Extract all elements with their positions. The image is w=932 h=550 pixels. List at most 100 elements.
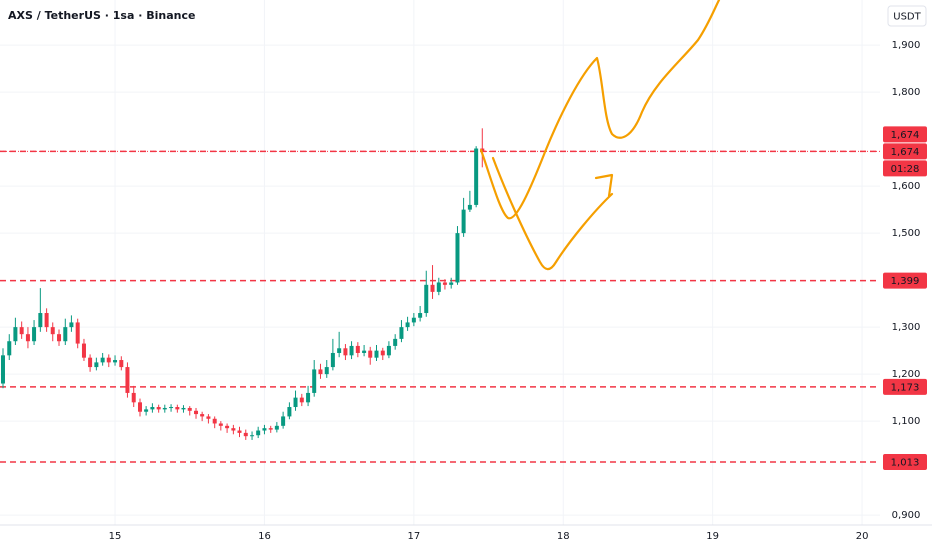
candle-body (330, 352, 335, 368)
candle-body (430, 284, 435, 292)
candle-body (393, 338, 398, 346)
candle-body (156, 407, 161, 410)
candle-body (262, 428, 267, 431)
candles (0, 128, 485, 440)
candle-body (7, 341, 12, 356)
y-tick-label: 0,900 (892, 510, 921, 521)
candle-body (250, 435, 255, 437)
candle-body (449, 282, 454, 285)
candle-body (75, 322, 80, 344)
drawing-stroke (479, 0, 721, 220)
last-price-label: 1,674 (891, 147, 920, 158)
candle-body (25, 334, 30, 342)
x-tick-label: 19 (706, 531, 719, 542)
x-tick-label: 17 (407, 531, 420, 542)
candle-body (274, 425, 279, 430)
y-tick-label: 1,200 (892, 369, 921, 380)
level-label-box (883, 272, 927, 289)
y-tick-label: 1,600 (892, 181, 921, 192)
candle-body (38, 313, 43, 328)
countdown-box (883, 160, 927, 177)
candle-body (306, 392, 311, 403)
candle-body (467, 204, 472, 210)
candle-body (94, 362, 99, 368)
candle-body (88, 357, 93, 368)
candle-body (181, 407, 186, 410)
level-label: 1,674 (891, 130, 920, 141)
level-label-box (883, 126, 927, 143)
level-label-box (883, 454, 927, 471)
candle-body (281, 416, 286, 426)
candle-body (287, 407, 292, 417)
candle-body (50, 327, 55, 335)
candle-body (218, 423, 223, 426)
grid (0, 0, 880, 525)
candle-body (32, 327, 37, 342)
level-label: 1,399 (891, 276, 920, 287)
candle-body (125, 367, 130, 393)
candle-body (424, 284, 429, 314)
y-tick-label: 1,300 (892, 322, 921, 333)
candle-body (362, 350, 367, 353)
currency-box[interactable] (887, 5, 927, 27)
candle-body (231, 428, 236, 431)
x-tick-label: 20 (856, 531, 869, 542)
candle-body (237, 430, 242, 433)
last-price-label-box (883, 143, 927, 160)
x-tick-label: 18 (557, 531, 570, 542)
candle-body (455, 233, 460, 283)
candle-body (324, 367, 329, 375)
candle-body (380, 350, 385, 356)
candle-body (355, 345, 360, 353)
y-tick-label: 1,500 (892, 228, 921, 239)
candle-body (243, 432, 248, 437)
candle-body (312, 369, 317, 393)
candle-body (19, 327, 24, 335)
candle-body (13, 327, 18, 342)
countdown: 01:28 (891, 164, 920, 175)
candle-body (256, 430, 261, 436)
candle-body (461, 209, 466, 234)
candle-body (187, 407, 192, 411)
candle-body (374, 350, 379, 358)
candle-body (474, 148, 479, 205)
candle-body (175, 407, 180, 410)
level-label: 1,173 (891, 382, 920, 393)
candle-body (225, 425, 230, 429)
drawing-stroke (491, 156, 614, 271)
candle-body (399, 327, 404, 339)
x-tick-label: 16 (258, 531, 271, 542)
currency-label[interactable]: USDT (893, 12, 921, 23)
candle-body (162, 407, 167, 410)
candle-body (0, 355, 5, 384)
level-label: 1,013 (891, 458, 920, 469)
candle-body (405, 322, 410, 328)
candle-body (106, 357, 111, 363)
candle-body (63, 327, 68, 342)
candle-body (386, 345, 391, 356)
candle-body (299, 397, 304, 403)
candle-body (268, 428, 273, 430)
candle-body (119, 360, 124, 368)
drawings (479, 0, 721, 271)
candle-body (113, 360, 118, 363)
candle-body (200, 414, 205, 417)
candle-body (368, 350, 373, 358)
candle-body (131, 392, 136, 403)
candle-body (293, 397, 298, 408)
candle-body (318, 369, 323, 375)
candle-body (436, 282, 441, 292)
chart-title: AXS / TetherUS · 1sa · Binance (8, 9, 195, 22)
candle-body (411, 317, 416, 323)
candle-body (44, 313, 49, 328)
candle-body (418, 313, 423, 318)
candle-body (343, 348, 348, 356)
y-tick-label: 1,900 (892, 40, 921, 51)
candle-body (137, 402, 142, 412)
candle-body (337, 348, 342, 353)
candle-body (480, 148, 485, 152)
candle-body (206, 416, 211, 419)
